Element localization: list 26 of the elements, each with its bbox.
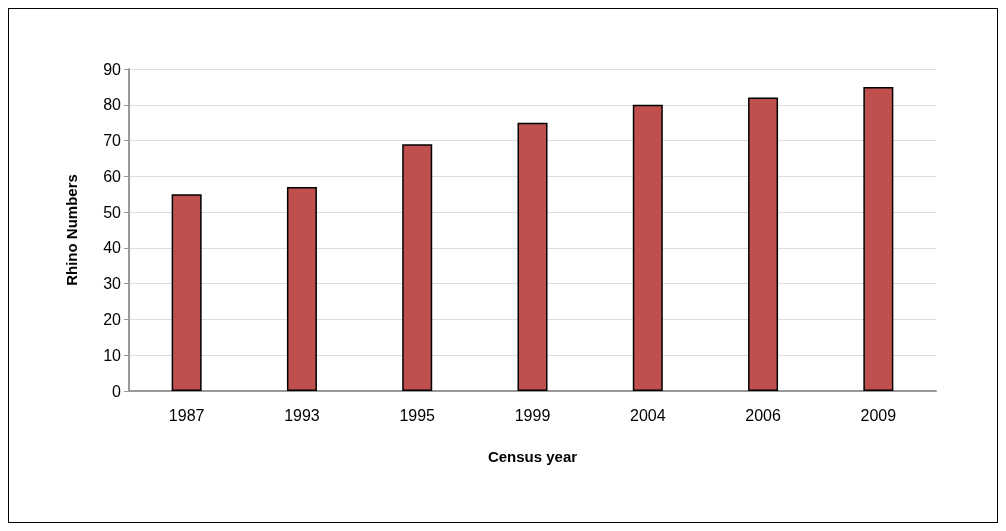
y-tick-label: 80 <box>103 96 122 114</box>
x-tick-label: 2004 <box>629 406 666 424</box>
bar <box>863 86 894 391</box>
x-tick-label: 1987 <box>168 406 205 424</box>
bar <box>286 187 317 391</box>
bar <box>517 122 548 391</box>
bar <box>632 104 663 391</box>
y-tick-label: 50 <box>103 203 122 221</box>
x-tick-label: 1995 <box>399 406 436 424</box>
y-tick-label: 0 <box>112 382 122 400</box>
y-tick-label: 70 <box>103 132 122 150</box>
y-tick-label: 30 <box>103 275 122 293</box>
bar <box>748 97 779 391</box>
bar <box>402 144 433 391</box>
y-tick-label: 90 <box>103 60 122 78</box>
x-tick-label: 1993 <box>284 406 320 424</box>
y-tick-label: 60 <box>103 167 122 185</box>
x-tick-label: 2006 <box>745 406 781 424</box>
y-axis-title: Rhino Numbers <box>63 174 80 286</box>
y-tick-label: 10 <box>103 346 122 364</box>
bar <box>171 194 202 391</box>
x-tick-label: 1999 <box>514 406 551 424</box>
y-tick-label: 20 <box>103 310 122 328</box>
x-tick-label: 2009 <box>860 406 897 424</box>
x-axis-title: Census year <box>487 448 578 465</box>
y-tick-label: 40 <box>103 239 122 257</box>
